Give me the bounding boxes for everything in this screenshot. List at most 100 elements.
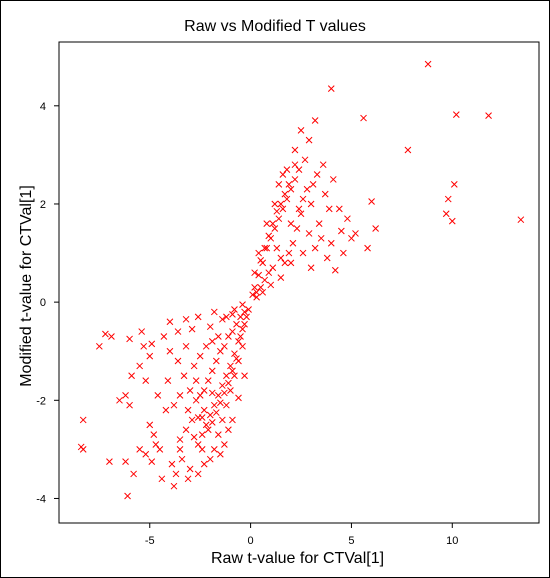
data-point <box>212 409 220 416</box>
y-tick-label: -2 <box>36 395 46 407</box>
data-point <box>192 396 200 404</box>
data-point <box>279 171 287 178</box>
data-point <box>221 342 228 350</box>
y-tick-label: 0 <box>40 297 46 309</box>
data-point <box>285 180 293 188</box>
data-point <box>424 60 432 68</box>
data-point <box>146 421 154 429</box>
data-point <box>237 333 244 340</box>
data-point <box>200 460 208 468</box>
data-point <box>95 342 103 350</box>
data-point <box>241 320 248 328</box>
data-point <box>299 249 307 257</box>
data-point <box>319 161 327 169</box>
data-point <box>257 257 265 264</box>
data-point <box>150 431 158 439</box>
data-point <box>154 392 162 399</box>
data-point <box>227 387 234 394</box>
data-point <box>198 446 206 453</box>
data-point <box>188 325 196 333</box>
data-point <box>196 352 204 360</box>
data-point <box>102 330 109 338</box>
data-point <box>253 288 261 296</box>
data-point <box>206 411 214 419</box>
data-point <box>79 416 87 424</box>
data-point <box>170 482 178 490</box>
data-point <box>305 230 313 237</box>
data-point <box>138 328 146 335</box>
x-axis-label: Raw t-value for CTVal[1] <box>210 550 385 567</box>
data-point <box>285 249 293 257</box>
data-point <box>194 470 202 478</box>
data-point <box>190 362 198 370</box>
data-point <box>178 455 186 463</box>
data-point <box>182 342 190 350</box>
data-point <box>219 315 226 323</box>
data-point <box>136 362 144 370</box>
data-point <box>245 306 252 313</box>
data-point <box>194 313 202 321</box>
data-point <box>188 416 196 424</box>
data-point <box>327 239 335 247</box>
data-point <box>231 350 238 358</box>
data-point <box>233 320 240 328</box>
data-point <box>200 387 208 394</box>
data-point <box>202 342 210 350</box>
data-point <box>340 249 347 257</box>
data-point <box>321 190 329 198</box>
data-point <box>168 460 176 468</box>
data-point <box>287 259 295 267</box>
data-point <box>259 288 267 296</box>
data-point <box>229 328 236 335</box>
data-point <box>277 254 285 262</box>
data-point <box>210 308 218 316</box>
data-point <box>162 406 170 414</box>
data-point <box>273 207 281 215</box>
data-point <box>249 291 256 299</box>
data-point <box>283 195 291 203</box>
data-point <box>364 244 371 252</box>
data-point <box>225 426 232 434</box>
data-point <box>283 166 291 173</box>
data-point <box>182 315 190 323</box>
data-point <box>372 225 379 232</box>
data-point <box>108 333 115 340</box>
data-point <box>216 399 224 407</box>
data-point <box>237 313 244 321</box>
data-point <box>216 347 224 355</box>
data-point <box>329 176 337 183</box>
data-point <box>265 269 273 277</box>
data-point <box>146 352 154 360</box>
data-point <box>253 293 261 301</box>
data-point <box>311 244 319 252</box>
data-point <box>204 377 212 385</box>
data-point <box>235 338 242 345</box>
data-point <box>269 220 277 227</box>
data-point <box>368 198 375 205</box>
data-point <box>235 394 242 402</box>
data-point <box>204 426 212 434</box>
data-point <box>307 264 315 272</box>
data-point <box>303 185 311 193</box>
data-point <box>164 377 172 385</box>
data-point <box>360 114 367 122</box>
data-point <box>275 215 283 223</box>
data-point <box>239 325 246 333</box>
data-point <box>212 357 220 365</box>
data-point <box>128 372 135 380</box>
data-point <box>210 446 218 453</box>
data-point <box>261 244 269 252</box>
data-point <box>202 421 210 429</box>
data-point <box>265 232 273 240</box>
data-point <box>517 216 525 224</box>
data-point <box>208 389 216 397</box>
data-point <box>142 377 150 385</box>
data-point <box>176 446 184 453</box>
data-point <box>223 401 230 409</box>
data-point <box>327 85 335 92</box>
data-point <box>450 180 458 188</box>
data-point <box>192 377 200 385</box>
data-point <box>233 355 240 362</box>
